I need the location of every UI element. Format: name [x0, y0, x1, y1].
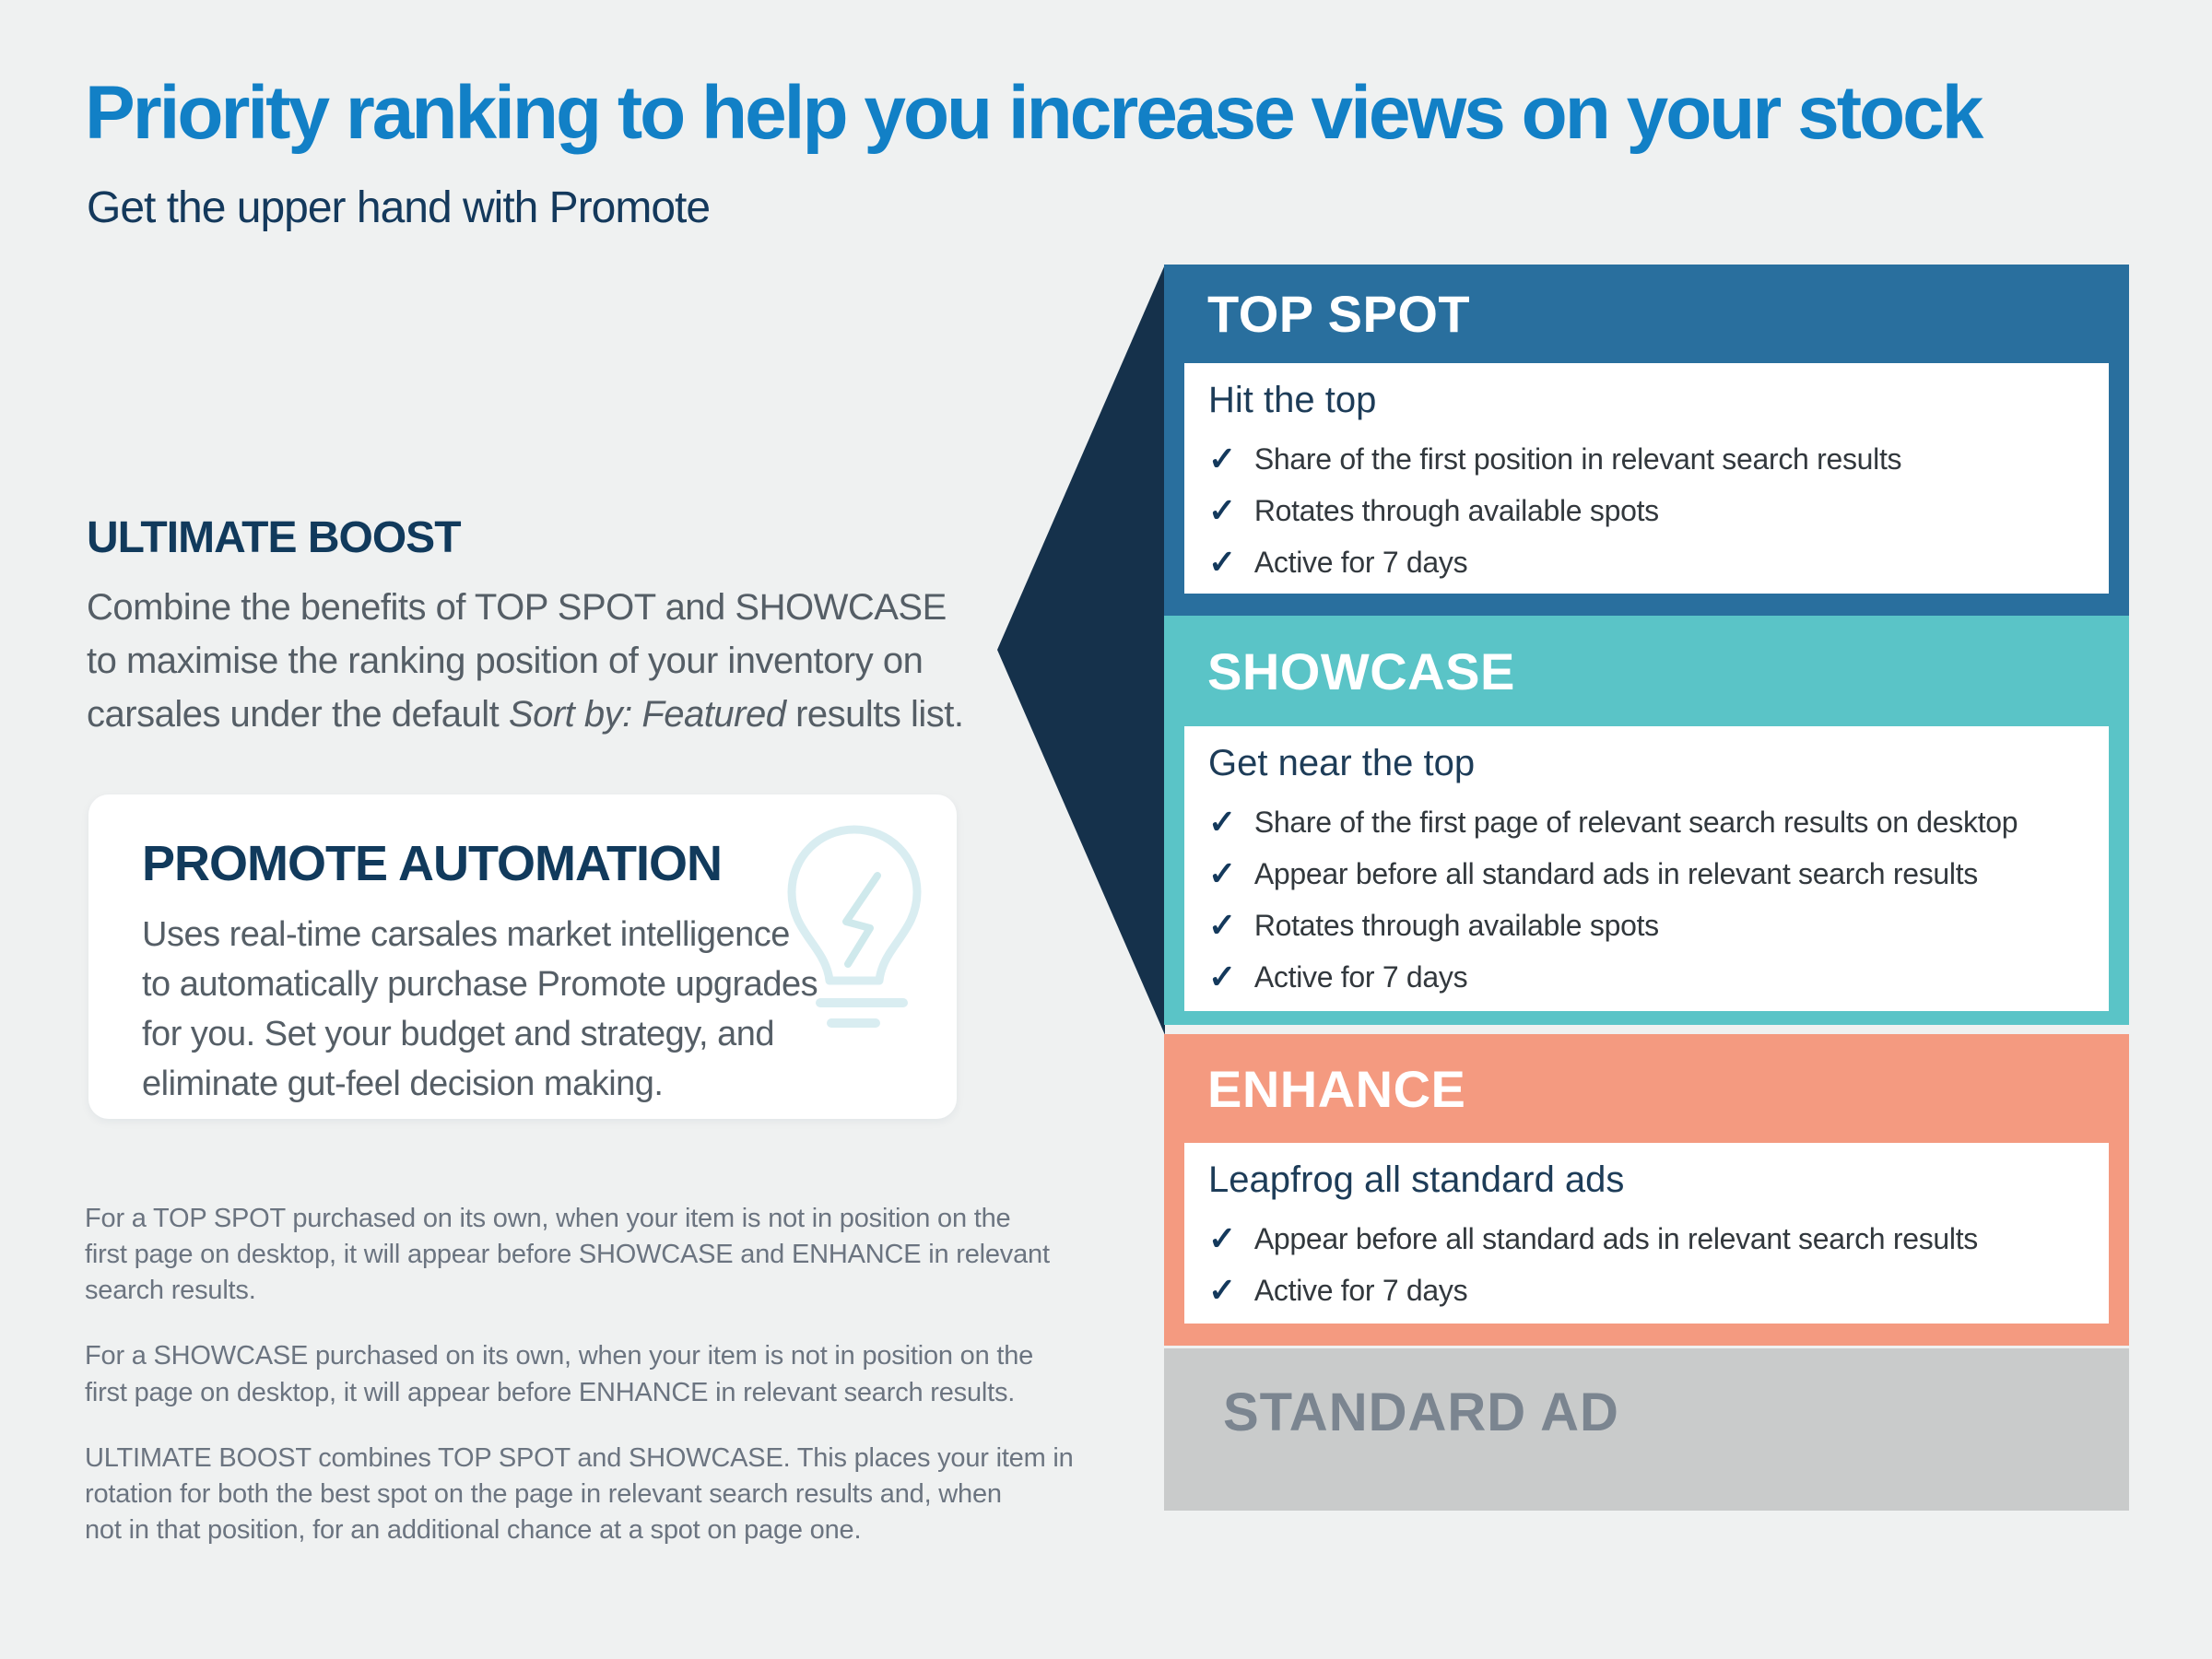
promote-automation-description: Uses real-time carsales market intellige… — [142, 915, 818, 1103]
tier-tagline: Get near the top — [1208, 743, 1476, 783]
footnote-showcase: For a SHOWCASE purchased on its own, whe… — [85, 1341, 1034, 1407]
promote-automation-card: PROMOTE AUTOMATION Uses real-time carsal… — [88, 794, 957, 1119]
feature-text: Rotates through available spots — [1253, 908, 1659, 942]
feature-text: Active for 7 days — [1253, 959, 1468, 994]
ultimate-boost-heading: ULTIMATE BOOST — [87, 513, 462, 562]
tier-label: TOP SPOT — [1207, 285, 1471, 343]
feature-text: Active for 7 days — [1253, 1273, 1468, 1307]
footnote-ultimate-boost: ULTIMATE BOOST combines TOP SPOT and SHO… — [85, 1442, 1074, 1545]
feature-item: ✓ Active for 7 days — [1208, 951, 2087, 1003]
ultimate-boost-text-prefix: Combine the benefits of TOP SPOT and SHO… — [87, 587, 947, 735]
lightbulb-bolt-icon — [787, 825, 922, 1028]
feature-item: ✓ Active for 7 days — [1208, 1265, 2087, 1316]
tier-panel-top-spot: TOP SPOT Hit the top ✓ Share of the firs… — [1164, 265, 2129, 616]
feature-item: ✓ Appear before all standard ads in rele… — [1208, 1213, 2087, 1265]
ultimate-boost-text-italic: Sort by: Featured — [508, 694, 786, 735]
check-icon: ✓ — [1208, 491, 1236, 529]
feature-item: ✓ Appear before all standard ads in rele… — [1208, 848, 2087, 900]
check-icon: ✓ — [1208, 854, 1236, 892]
check-icon: ✓ — [1208, 440, 1236, 477]
promote-automation-heading: PROMOTE AUTOMATION — [142, 836, 723, 891]
check-icon: ✓ — [1208, 543, 1236, 581]
tier-stack: TOP SPOT Hit the top ✓ Share of the firs… — [1164, 265, 2129, 1511]
tier-tagline: Hit the top — [1208, 380, 1377, 420]
standard-ad-label: STANDARD AD — [1223, 1382, 1619, 1442]
tier-panel-enhance: ENHANCE Leapfrog all standard ads ✓ Appe… — [1164, 1034, 2129, 1346]
tier-body-enhance: Leapfrog all standard ads ✓ Appear befor… — [1184, 1143, 2109, 1324]
page-title: Priority ranking to help you increase vi… — [85, 71, 1983, 155]
page-subtitle: Get the upper hand with Promote — [87, 183, 711, 232]
feature-text: Appear before all standard ads in releva… — [1253, 1221, 1979, 1255]
check-icon: ✓ — [1208, 1219, 1236, 1257]
feature-item: ✓ Rotates through available spots — [1208, 900, 2087, 951]
tier-panel-showcase: SHOWCASE Get near the top ✓ Share of the… — [1164, 616, 2129, 1025]
feature-text: Share of the first page of relevant sear… — [1253, 805, 2018, 839]
check-icon: ✓ — [1208, 1271, 1236, 1309]
check-icon: ✓ — [1208, 958, 1236, 995]
tier-header-top-spot: TOP SPOT — [1184, 265, 2109, 363]
feature-item: ✓ Rotates through available spots — [1208, 485, 2087, 536]
ultimate-boost-description: Combine the benefits of TOP SPOT and SHO… — [87, 581, 1064, 741]
feature-text: Rotates through available spots — [1253, 493, 1659, 527]
footnote-top-spot: For a TOP SPOT purchased on its own, whe… — [85, 1204, 1050, 1306]
tier-header-showcase: SHOWCASE — [1184, 616, 2109, 726]
standard-ad-panel: STANDARD AD — [1164, 1348, 2129, 1511]
tier-body-top-spot: Hit the top ✓ Share of the first positio… — [1184, 363, 2109, 594]
feature-text: Appear before all standard ads in releva… — [1253, 856, 1979, 890]
ultimate-boost-text-suffix: results list. — [785, 694, 964, 735]
priority-arrow — [997, 265, 1165, 1035]
feature-item: ✓ Active for 7 days — [1208, 536, 2087, 588]
footnotes-section: For a TOP SPOT purchased on its own, whe… — [85, 1201, 1135, 1578]
check-icon: ✓ — [1208, 803, 1236, 841]
check-icon: ✓ — [1208, 906, 1236, 944]
feature-item: ✓ Share of the first position in relevan… — [1208, 433, 2087, 485]
feature-item: ✓ Share of the first page of relevant se… — [1208, 796, 2087, 848]
tier-body-showcase: Get near the top ✓ Share of the first pa… — [1184, 726, 2109, 1011]
tier-header-enhance: ENHANCE — [1184, 1034, 2109, 1143]
tier-label: SHOWCASE — [1207, 641, 1515, 700]
tier-label: ENHANCE — [1207, 1059, 1466, 1118]
feature-text: Active for 7 days — [1253, 545, 1468, 579]
tier-tagline: Leapfrog all standard ads — [1208, 1159, 1625, 1200]
feature-text: Share of the first position in relevant … — [1253, 441, 1902, 476]
